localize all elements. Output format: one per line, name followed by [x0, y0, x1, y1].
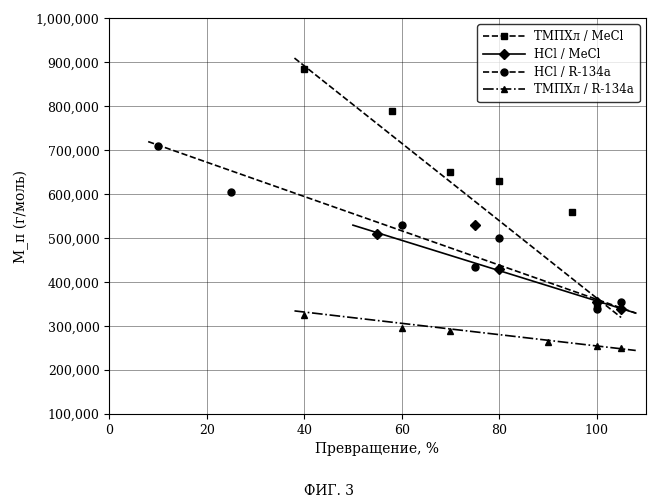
Legend: ТМПХл / MeCl, HCl / MeCl, HCl / R-134a, ТМПХл / R-134a: ТМПХл / MeCl, HCl / MeCl, HCl / R-134a, … — [477, 24, 640, 102]
X-axis label: Превращение, %: Превращение, % — [316, 442, 440, 456]
ТМПХл / MeCl — [617, 314, 625, 320]
ТМПХл / MeCl — [291, 55, 299, 61]
Text: ФИГ. 3: ФИГ. 3 — [304, 484, 355, 498]
HCl / MeCl — [632, 310, 640, 316]
Line: ТМПХл / R-134a: ТМПХл / R-134a — [295, 311, 636, 350]
Line: HCl / MeCl: HCl / MeCl — [353, 225, 636, 313]
ТМПХл / R-134a — [291, 308, 299, 314]
ТМПХл / R-134a — [632, 348, 640, 354]
HCl / MeCl — [349, 222, 357, 228]
Line: ТМПХл / MeCl: ТМПХл / MeCl — [295, 58, 621, 318]
Y-axis label: М_п (г/моль): М_п (г/моль) — [13, 170, 29, 263]
